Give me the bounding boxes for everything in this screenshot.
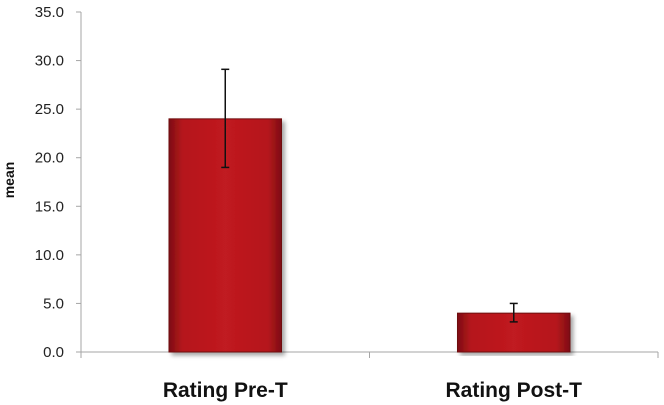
x-axis-category-labels: Rating Pre-T Rating Post-T xyxy=(163,379,582,402)
axes xyxy=(80,12,659,358)
y-tick-label: 25.0 xyxy=(35,101,64,118)
y-axis-ticks: 0.0 5.0 10.0 15.0 20.0 25.0 30.0 35.0 xyxy=(35,4,81,361)
bars xyxy=(168,118,571,353)
y-tick-label: 0.0 xyxy=(43,344,64,361)
y-tick-label: 30.0 xyxy=(35,53,64,70)
y-tick-label: 5.0 xyxy=(43,295,64,312)
x-category-label: Rating Pre-T xyxy=(163,379,288,402)
x-category-label: Rating Post-T xyxy=(446,379,583,402)
y-tick-label: 15.0 xyxy=(35,198,64,215)
error-bars xyxy=(221,68,518,323)
bar xyxy=(456,312,571,353)
y-axis-title: mean xyxy=(1,162,17,199)
y-tick-label: 20.0 xyxy=(35,150,64,167)
y-tick-label: 35.0 xyxy=(35,4,64,21)
y-tick-label: 10.0 xyxy=(35,247,64,264)
